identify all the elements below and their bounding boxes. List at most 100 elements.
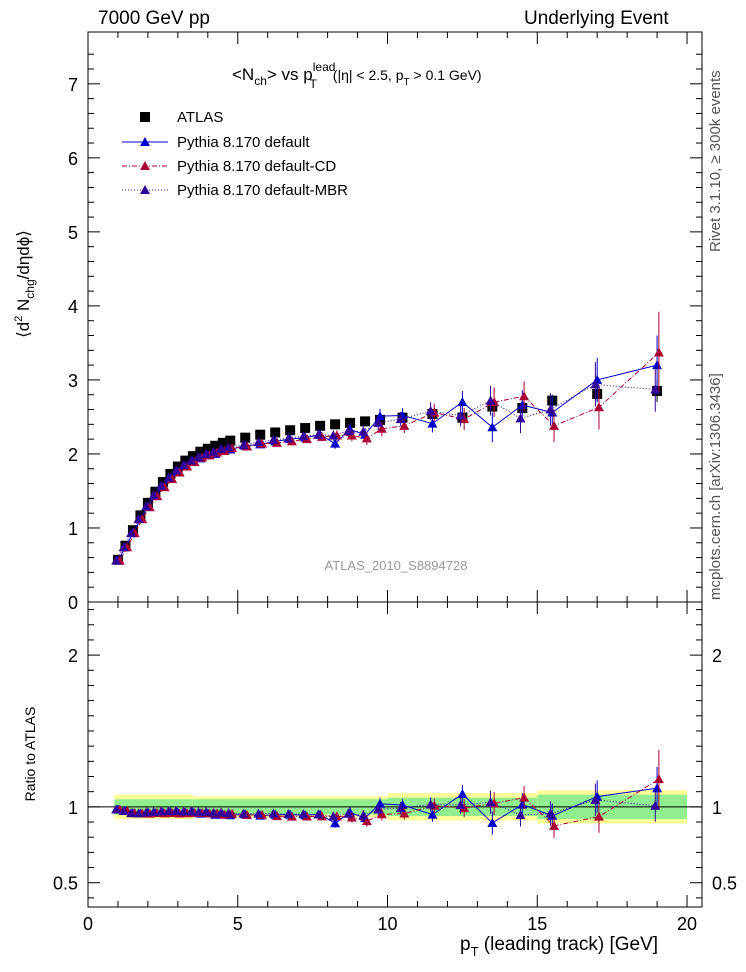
atlas-point xyxy=(270,427,281,438)
mc-point xyxy=(519,391,530,401)
ratio-plot-marks xyxy=(111,749,664,839)
mc-point xyxy=(515,413,526,423)
mc-point xyxy=(223,442,234,452)
y-axis-label-ratio: Ratio to ATLAS xyxy=(22,707,38,802)
main-plot-marks xyxy=(111,311,664,565)
y-tick-label: 0.5 xyxy=(53,874,78,894)
atlas-point xyxy=(330,419,341,430)
ratio-point xyxy=(652,783,663,793)
mc-point xyxy=(186,455,197,465)
ratio-point xyxy=(376,809,387,819)
series-line xyxy=(117,364,658,561)
watermark: ATLAS_2010_S8894728 xyxy=(325,558,468,573)
ratio-point xyxy=(328,811,339,821)
y-axis-label-main: ⟨d2 Nchg/dηdϕ⟩ xyxy=(13,230,37,338)
atlas-point xyxy=(172,461,183,472)
y-tick-label-right: 1 xyxy=(712,798,722,818)
ratio-point xyxy=(650,800,661,810)
y-tick-label-right: 0.5 xyxy=(712,874,737,894)
header-left: 7000 GeV pp xyxy=(98,8,210,29)
mc-point xyxy=(178,460,189,470)
ratio-point xyxy=(186,806,197,816)
ratio-point xyxy=(358,810,369,820)
mc-point xyxy=(395,414,406,424)
ratio-point xyxy=(330,818,341,828)
mc-point xyxy=(126,528,137,538)
y-tick-label: 1 xyxy=(68,519,78,539)
mc-point xyxy=(653,347,664,357)
ratio-plot-frame xyxy=(87,601,703,908)
ratio-point xyxy=(373,804,384,814)
atlas-point xyxy=(240,432,251,443)
atlas-point xyxy=(202,443,213,454)
atlas-point xyxy=(487,401,498,412)
mc-point xyxy=(487,422,498,432)
mc-point xyxy=(343,426,354,435)
legend-marker-cd xyxy=(122,161,168,170)
mc-point xyxy=(652,360,663,370)
ratio-point xyxy=(223,808,234,818)
ratio-point xyxy=(593,811,604,821)
mc-point xyxy=(163,472,174,482)
mc-point xyxy=(427,418,438,428)
mc-point xyxy=(455,410,466,420)
ratio-point xyxy=(590,794,601,804)
ratio-point xyxy=(487,817,498,827)
ratio-point xyxy=(549,820,560,830)
ratio-point xyxy=(253,808,264,818)
mc-point xyxy=(361,433,372,443)
series-line xyxy=(115,383,656,561)
mc-point xyxy=(298,431,309,441)
ratio-point xyxy=(141,807,152,817)
ratio-point xyxy=(238,808,249,818)
ratio-point xyxy=(193,807,204,817)
y-tick-label-right: 2 xyxy=(712,646,722,666)
atlas-point xyxy=(187,451,198,462)
mc-point xyxy=(201,448,212,458)
ratio-point xyxy=(268,808,279,818)
atlas-point xyxy=(255,429,266,440)
mc-point xyxy=(517,400,528,410)
y-tick-label: 7 xyxy=(68,75,78,95)
mc-point xyxy=(425,406,436,416)
x-tick-label: 15 xyxy=(527,914,547,934)
atlas-point xyxy=(225,435,236,446)
ratio-point xyxy=(545,808,556,818)
legend-label-default: Pythia 8.170 default xyxy=(177,134,310,151)
legend-label-cd: Pythia 8.170 default-CD xyxy=(177,158,336,175)
mc-point xyxy=(399,420,410,430)
mc-point xyxy=(358,426,369,436)
mc-point xyxy=(593,402,604,412)
mc-point xyxy=(457,397,468,407)
ratio-point xyxy=(375,798,386,808)
ratio-point xyxy=(395,803,406,813)
atlas-point xyxy=(315,420,326,431)
mc-point xyxy=(141,501,152,511)
ratio-point xyxy=(515,809,526,819)
atlas-point xyxy=(285,425,296,436)
y-tick-label: 0 xyxy=(68,593,78,613)
legend: ATLAS Pythia 8.170 default Pythia 8.170 … xyxy=(122,109,348,199)
ratio-point xyxy=(517,799,528,809)
ratio-point xyxy=(156,806,167,816)
mc-point xyxy=(118,542,129,552)
mc-point xyxy=(111,555,122,565)
mc-point xyxy=(215,443,226,453)
ratio-point xyxy=(283,809,294,819)
ratio-point xyxy=(111,804,122,814)
ratio-point xyxy=(457,789,468,799)
y-tick-label: 2 xyxy=(68,445,78,465)
x-tick-label: 0 xyxy=(83,914,93,934)
mc-point xyxy=(208,446,219,456)
ratio-point xyxy=(298,808,309,818)
ratio-line xyxy=(116,799,656,817)
ratio-point xyxy=(133,808,144,818)
ratio-point xyxy=(208,807,219,817)
ratio-point xyxy=(399,808,410,818)
ratio-point xyxy=(653,774,664,784)
mc-point xyxy=(373,417,384,427)
series-line xyxy=(119,352,660,561)
y-tick-label: 5 xyxy=(68,223,78,243)
mc-point xyxy=(485,395,496,405)
